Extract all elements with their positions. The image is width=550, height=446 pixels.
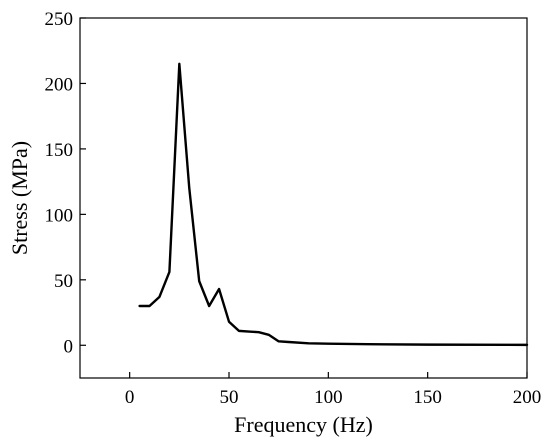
x-tick-label: 200 [513, 387, 542, 408]
x-tick-label: 0 [125, 387, 135, 408]
y-tick-label: 0 [64, 336, 74, 357]
x-tick-label: 100 [314, 387, 343, 408]
x-tick-label: 150 [413, 387, 442, 408]
series-line-0 [138, 62, 529, 347]
y-tick-label: 50 [54, 271, 73, 292]
axes-layer: 0 50 100 150 200 0 50 100 150 200 250 [45, 9, 542, 408]
y-tick-label: 150 [45, 140, 74, 161]
x-axis-title: Frequency (Hz) [234, 412, 373, 437]
y-tick-label: 100 [45, 205, 74, 226]
x-tick-label: 50 [220, 387, 239, 408]
plot-frame [79, 17, 528, 379]
y-axis-title: Stress (MPa) [7, 141, 32, 255]
series-layer [138, 62, 529, 347]
y-tick-label: 250 [45, 9, 74, 30]
y-tick-label: 200 [45, 74, 74, 95]
